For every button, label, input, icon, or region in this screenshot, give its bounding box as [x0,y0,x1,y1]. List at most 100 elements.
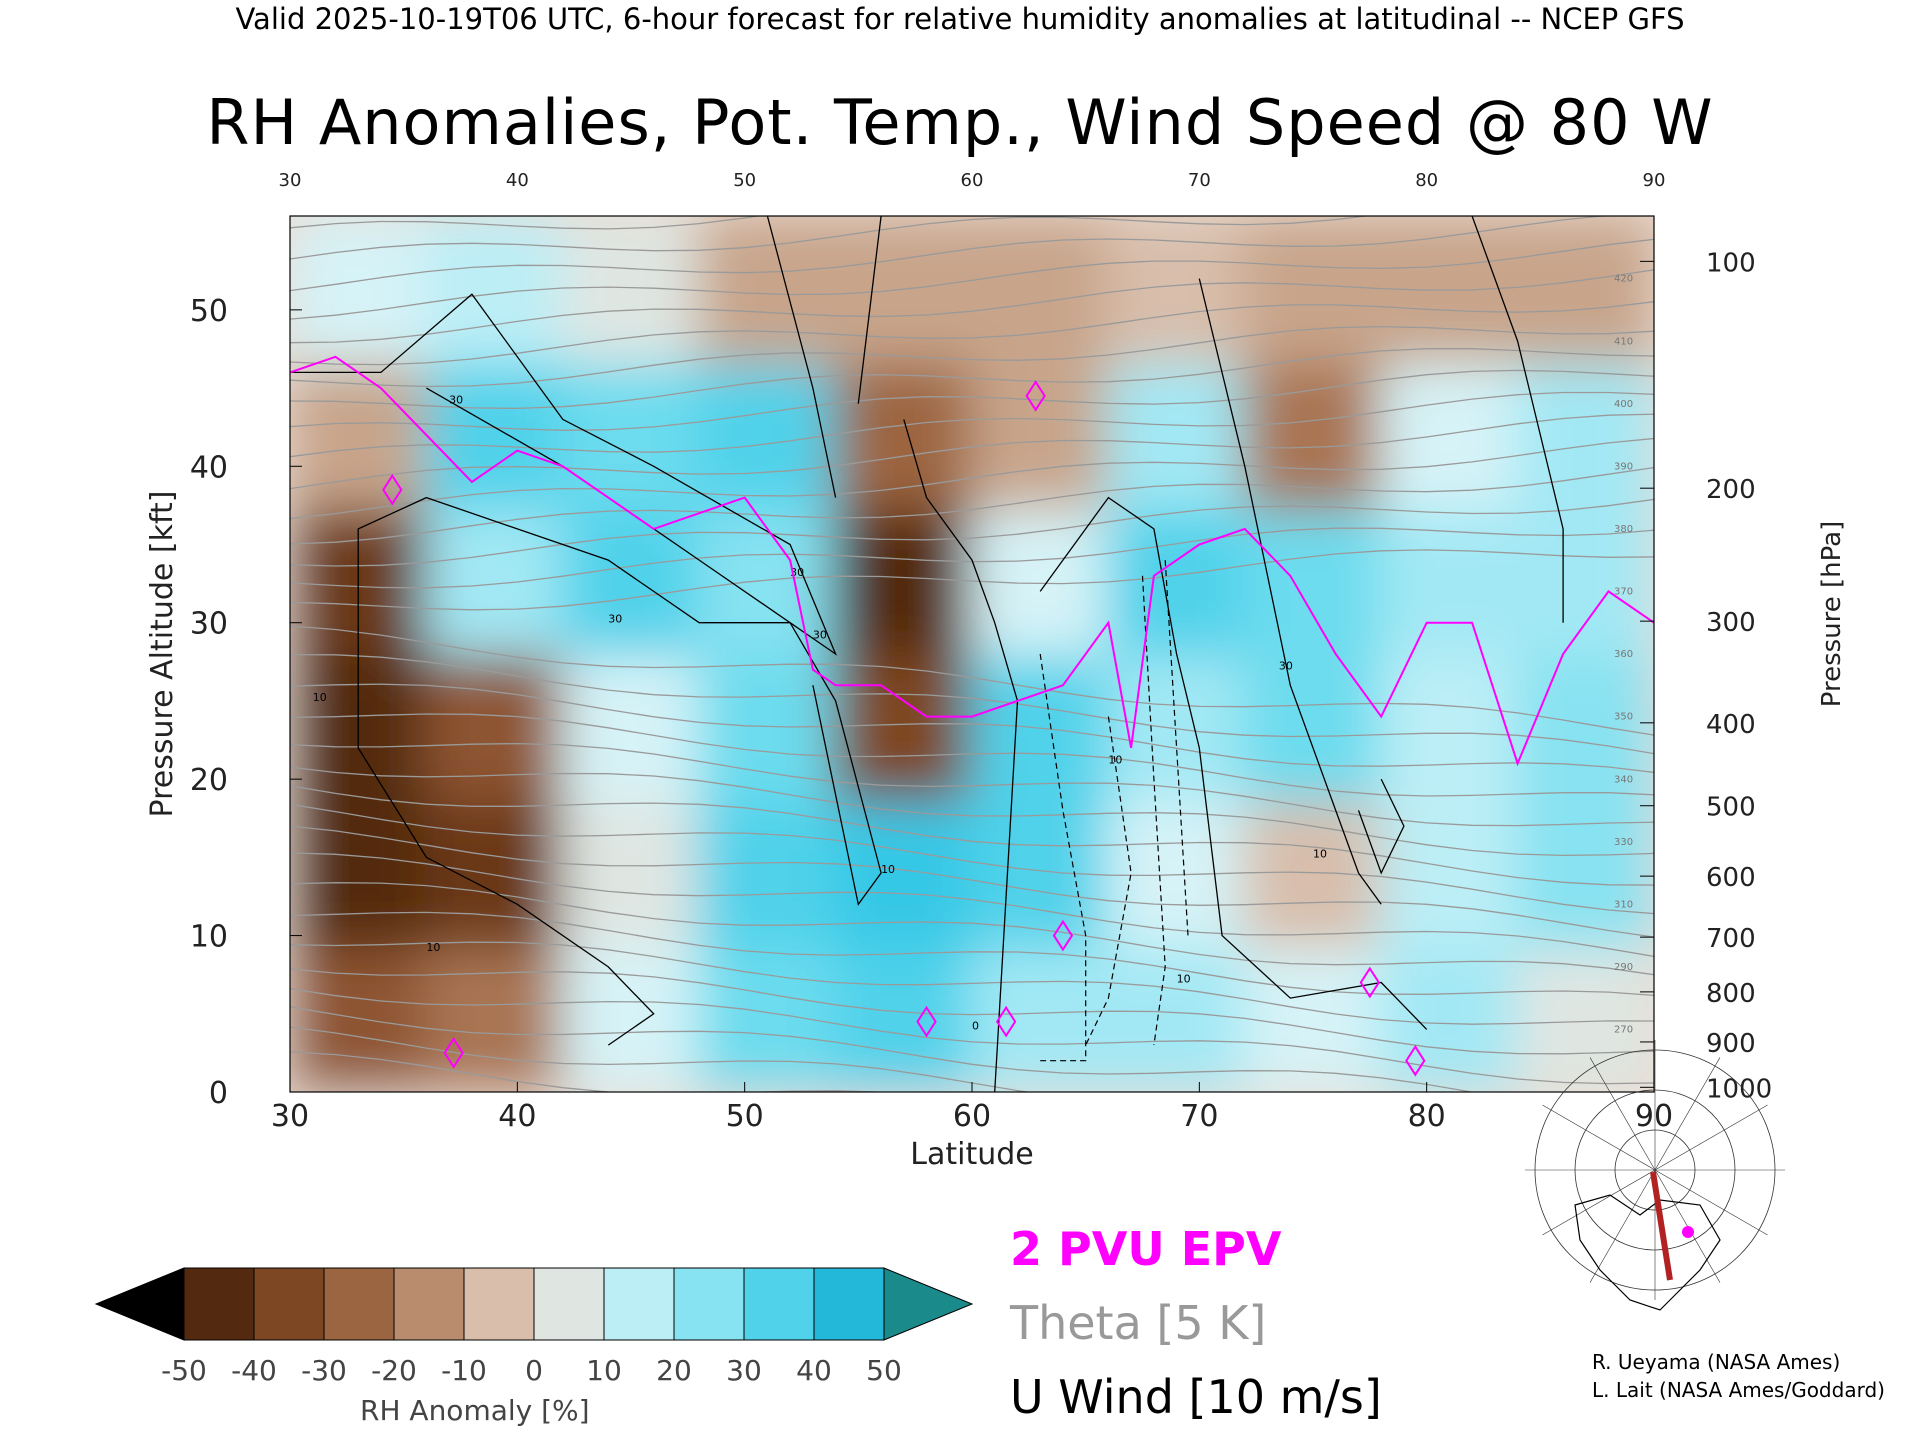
rh-cell [833,944,974,1092]
rh-cell [1242,216,1384,364]
theta-label: 400 [1614,399,1633,410]
rh-cell [290,798,429,948]
rh-cell [833,506,974,656]
theta-label: 420 [1614,274,1633,285]
x-tick-label: 50 [726,1099,764,1134]
rh-cell [697,216,838,364]
rh-cell [970,652,1111,802]
theta-contour [290,742,1654,827]
theta-contour [290,348,1654,410]
theta-contour [290,683,1654,774]
theta-contour [290,713,1654,797]
u-wind-label: 10 [881,863,895,876]
x-top-tick-label: 30 [279,170,302,191]
u-wind-contour-negative [1085,716,1132,1046]
theta-contour [290,766,1654,857]
theta-contour [290,301,1654,366]
colorbar-segment [253,1267,325,1341]
u-wind-contour-negative [1164,560,1189,936]
theta-contour [290,549,1654,611]
x-tick-label: 60 [953,1099,991,1134]
theta-contour [290,391,1654,458]
x-tick-label: 40 [498,1099,536,1134]
theta-contour [290,852,1654,958]
x-top-tick-label: 60 [961,170,984,191]
rh-cell [1515,216,1654,364]
legend-theta: Theta [5 K] [1010,1296,1267,1350]
pressure-tick-label: 100 [1706,248,1756,278]
credit-line-1: R. Ueyama (NASA Ames) [1592,1350,1841,1374]
inset-meridian [1654,1104,1768,1171]
u-wind-contour [857,216,882,404]
rh-cell [1242,506,1384,656]
theta-contour [290,968,1654,1055]
y-axis-label: Pressure Altitude [kft] [145,491,180,818]
u-wind-label: 10 [1313,847,1327,860]
theta-contour [290,882,1654,976]
theta-contours: 270 290 310 330 340 350 360 370 380 390 400 410 420 [290,216,1654,1092]
colorbar-segment [813,1267,885,1341]
u-wind-label: 30 [608,613,622,626]
theta-contour [290,216,1610,292]
theta-label: 360 [1614,649,1633,660]
u-wind-label: 0 [972,1019,979,1032]
theta-label: 350 [1614,712,1633,723]
pressure-tick-label: 600 [1706,863,1756,893]
theta-contour [290,941,1654,1025]
u-wind-label: 10 [1108,754,1122,767]
rh-cell [833,216,974,364]
theta-contour [290,216,1371,260]
u-wind-contour [903,419,1019,1092]
theta-contour [290,911,1654,997]
rh-cell [290,652,429,802]
theta-label: 310 [1614,899,1633,910]
rh-cell [1106,360,1247,510]
rh-anomaly-field [290,216,1654,1092]
u-wind-label: 10 [426,941,440,954]
colorbar-tick-label: 20 [656,1354,692,1387]
x-top-tick-label: 40 [506,170,529,191]
credit-line-2: L. Lait (NASA Ames/Goddard) [1592,1378,1885,1402]
theta-contour [290,825,1654,938]
theta-contour [290,498,1654,567]
rh-cell [290,216,429,364]
theta-contour [290,369,1654,431]
theta-contour [290,625,1654,736]
colorbar-segment [323,1267,395,1341]
colorbar-segment [533,1267,605,1341]
epv-contour [916,1005,937,1038]
colorbar-segment [673,1267,745,1341]
x-axis-label: Latitude [910,1137,1033,1172]
colorbar-under-arrow [94,1267,185,1341]
header-text: Valid 2025-10-19T06 UTC, 6-hour forecast… [235,2,1685,36]
u-wind-contour [1039,496,1428,1030]
colorbar-tick-label: -30 [301,1354,347,1387]
inset-meridian [1589,1169,1656,1283]
inset-marker [1682,1226,1694,1238]
rh-cell [833,798,974,948]
epv-line [290,355,1654,767]
rh-cell [424,944,565,1092]
rh-cell [1515,652,1654,802]
pressure-tick-label: 800 [1706,979,1756,1009]
rh-cell [424,798,565,948]
rh-cell [833,360,974,510]
u-wind-contour [1198,278,1382,905]
colorbar-tick-label: -50 [161,1354,207,1387]
colorbar-tick-label: 30 [726,1354,762,1387]
theta-label: 410 [1614,336,1633,347]
north-america-polar-map-icon [1525,1040,1785,1315]
rh-cell [1242,652,1384,802]
rh-cell [290,944,429,1092]
rh-cell [1106,944,1247,1092]
theta-contour [290,653,1654,755]
theta-contour [290,987,1654,1085]
rh-cell [424,652,565,802]
colorbar-tick-label: 40 [796,1354,832,1387]
colorbar-tick-label: -20 [371,1354,417,1387]
rh-cell [1515,506,1654,656]
rh-cell [290,506,429,656]
pressure-tick-label: 700 [1706,924,1756,954]
colorbar-segment [743,1267,815,1341]
